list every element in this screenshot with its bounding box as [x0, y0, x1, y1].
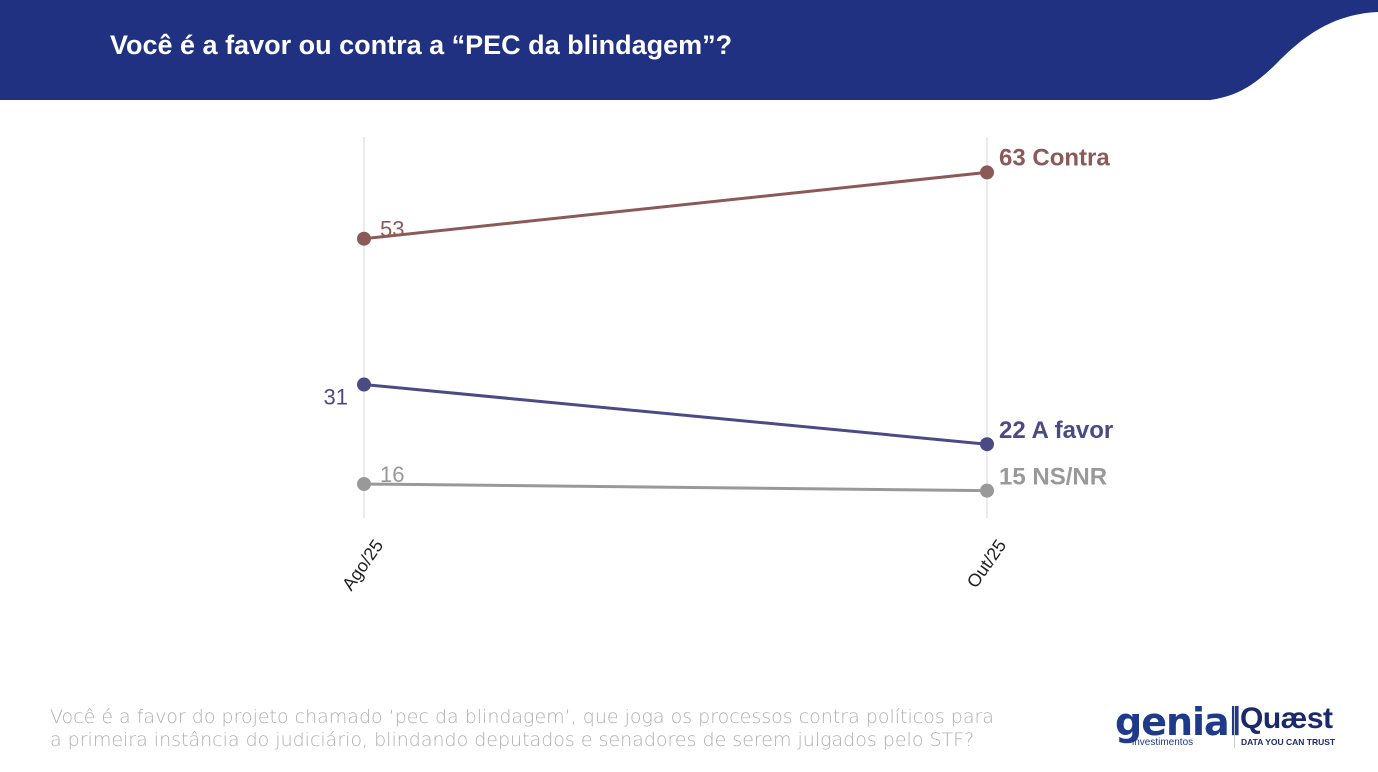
page-title: Você é a favor ou contra a “PEC da blind…	[110, 30, 733, 60]
line-chart: Ago/25 Out/25 53 63 Contra 31 22 A favor 16 15 …	[324, 137, 1113, 594]
footnote: Você é a favor do projeto chamado ‘pec d…	[50, 706, 1010, 752]
footnote-line-1: Você é a favor do projeto chamado ‘pec d…	[50, 706, 994, 728]
data-point	[357, 477, 371, 491]
footnote-line-2: a primeira instância do judiciário, blin…	[50, 729, 975, 751]
logos: genial investimentos Quæst DATA YOU CAN …	[1110, 700, 1350, 760]
data-label-end: 22 A favor	[999, 417, 1113, 444]
data-label-start: 53	[380, 217, 404, 242]
series-line-1	[363, 383, 988, 446]
series-line-2	[363, 482, 988, 493]
data-point	[357, 377, 371, 392]
x-tick-label: Out/25	[963, 536, 1010, 592]
header-banner: Você é a favor ou contra a “PEC da blind…	[0, 0, 1378, 100]
series-line-0	[363, 170, 988, 241]
data-point	[980, 165, 994, 180]
data-point	[980, 483, 994, 498]
data-label-end: 63 Contra	[999, 144, 1110, 171]
genial-logo-subtitle: investimentos	[1132, 737, 1194, 748]
quaest-logo: Quæst	[1240, 702, 1333, 735]
data-label-end: 15 NS/NR	[999, 464, 1107, 491]
data-label-start: 31	[324, 385, 348, 410]
logo-divider	[1234, 706, 1235, 748]
x-tick-label: Ago/25	[338, 536, 387, 594]
genial-logo: genial	[1115, 700, 1242, 744]
quaest-logo-tagline: DATA YOU CAN TRUST	[1241, 737, 1336, 747]
header-background	[0, 0, 1378, 100]
data-point	[357, 231, 371, 246]
data-point	[980, 437, 994, 452]
data-label-start: 16	[380, 462, 404, 487]
